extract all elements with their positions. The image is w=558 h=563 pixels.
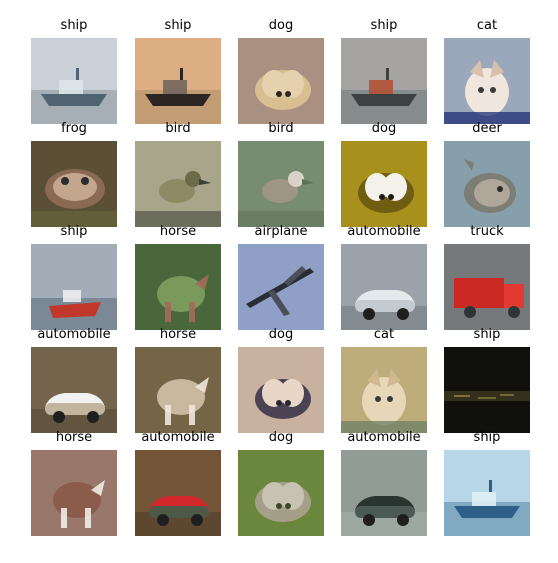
image-thumbnail — [341, 450, 427, 536]
image-thumbnail-svg — [444, 450, 530, 536]
image-thumbnail-svg — [31, 347, 117, 433]
image-label: horse — [159, 327, 197, 342]
image-thumbnail — [444, 347, 530, 433]
image-thumbnail-svg — [31, 38, 117, 124]
image-label: dog — [268, 430, 294, 445]
image-thumbnail — [341, 244, 427, 330]
image-thumbnail-svg — [31, 450, 117, 536]
image-thumbnail-svg — [341, 450, 427, 536]
image-thumbnail-svg — [444, 38, 530, 124]
image-thumbnail-svg — [444, 244, 530, 330]
image-thumbnail-svg — [135, 450, 221, 536]
image-thumbnail — [444, 141, 530, 227]
image-thumbnail — [31, 141, 117, 227]
image-thumbnail — [341, 347, 427, 433]
image-thumbnail — [444, 38, 530, 124]
image-thumbnail — [135, 450, 221, 536]
image-label: automobile — [141, 430, 215, 445]
image-label: ship — [473, 327, 501, 342]
image-label: ship — [60, 18, 88, 33]
image-thumbnail-svg — [31, 141, 117, 227]
image-thumbnail-svg — [341, 38, 427, 124]
image-label: dog — [371, 121, 397, 136]
image-thumbnail-svg — [238, 244, 324, 330]
image-label: ship — [164, 18, 192, 33]
image-thumbnail — [31, 38, 117, 124]
image-thumbnail — [238, 347, 324, 433]
image-thumbnail-svg — [444, 347, 530, 433]
image-thumbnail-svg — [444, 141, 530, 227]
image-thumbnail — [341, 141, 427, 227]
image-thumbnail-svg — [238, 141, 324, 227]
image-thumbnail-svg — [238, 450, 324, 536]
image-thumbnail — [238, 244, 324, 330]
image-thumbnail — [31, 347, 117, 433]
image-thumbnail-svg — [341, 244, 427, 330]
image-thumbnail — [135, 141, 221, 227]
image-label: cat — [476, 18, 498, 33]
image-label: frog — [61, 121, 87, 136]
image-thumbnail-svg — [238, 347, 324, 433]
image-thumbnail — [135, 347, 221, 433]
image-thumbnail — [341, 38, 427, 124]
image-label: horse — [55, 430, 93, 445]
image-label: automobile — [347, 430, 421, 445]
image-thumbnail-svg — [135, 141, 221, 227]
image-label: automobile — [347, 224, 421, 239]
image-thumbnail-svg — [135, 38, 221, 124]
image-thumbnail — [238, 38, 324, 124]
image-thumbnail — [444, 450, 530, 536]
image-label: ship — [60, 224, 88, 239]
image-label: bird — [268, 121, 294, 136]
image-label: horse — [159, 224, 197, 239]
image-label: automobile — [37, 327, 111, 342]
image-thumbnail-svg — [31, 244, 117, 330]
image-thumbnail-svg — [341, 347, 427, 433]
image-thumbnail-svg — [238, 38, 324, 124]
image-thumbnail — [135, 244, 221, 330]
image-thumbnail-svg — [135, 347, 221, 433]
image-label: ship — [473, 430, 501, 445]
image-thumbnail — [135, 38, 221, 124]
image-label: dog — [268, 327, 294, 342]
image-label: cat — [373, 327, 395, 342]
image-thumbnail-svg — [341, 141, 427, 227]
image-thumbnail — [238, 450, 324, 536]
image-label: deer — [472, 121, 502, 136]
image-label: airplane — [254, 224, 308, 239]
image-thumbnail — [444, 244, 530, 330]
image-thumbnail — [31, 244, 117, 330]
image-label: bird — [165, 121, 191, 136]
image-label: truck — [470, 224, 504, 239]
image-label: dog — [268, 18, 294, 33]
image-thumbnail — [31, 450, 117, 536]
image-label: ship — [370, 18, 398, 33]
image-thumbnail-svg — [135, 244, 221, 330]
image-thumbnail — [238, 141, 324, 227]
